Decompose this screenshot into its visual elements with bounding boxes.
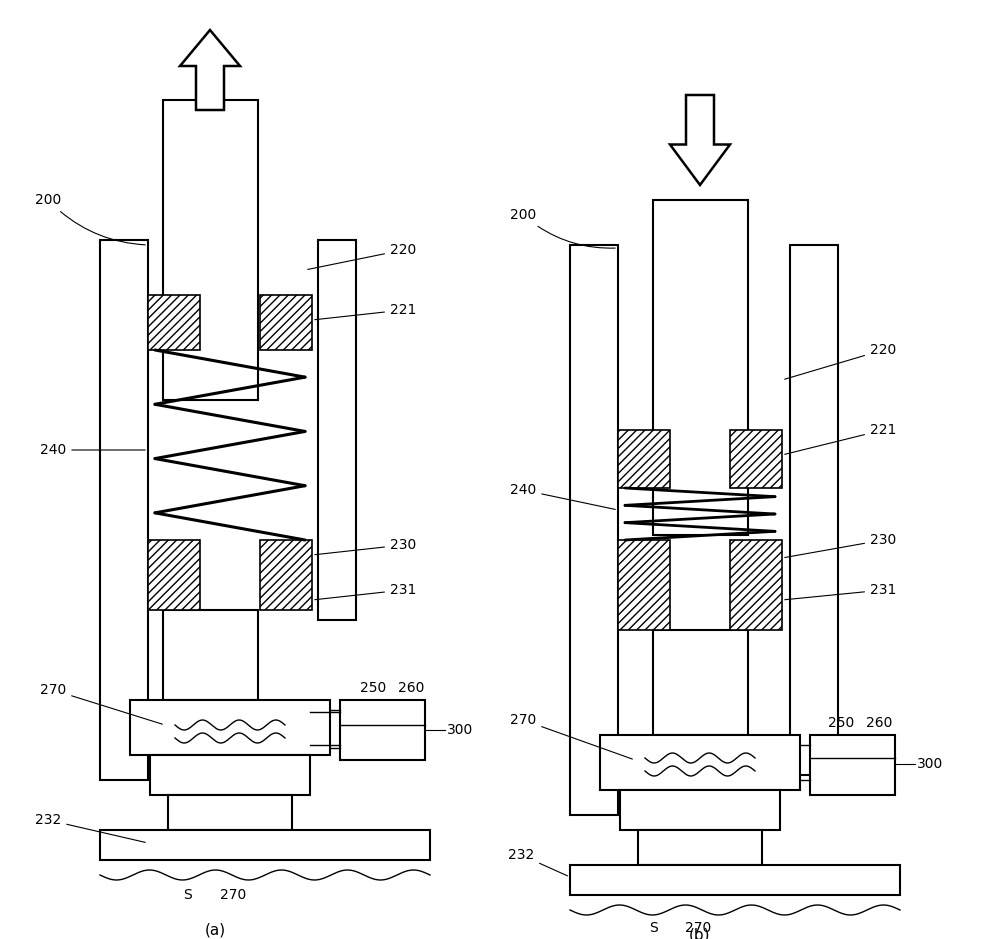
Bar (730, 430, 782, 488)
Bar (653, 630, 748, 735)
Text: S: S (650, 921, 658, 935)
Text: 220: 220 (785, 343, 896, 379)
Bar (600, 735, 800, 790)
Text: 300: 300 (447, 723, 473, 737)
Bar (620, 790, 780, 830)
Text: 240: 240 (510, 483, 615, 510)
Bar (148, 540, 200, 610)
Bar (163, 610, 258, 700)
Text: 270: 270 (40, 683, 162, 724)
Text: 260: 260 (866, 716, 892, 730)
Bar (150, 755, 310, 795)
Bar (730, 540, 782, 630)
Bar (653, 200, 748, 535)
Bar (340, 700, 425, 760)
Bar (618, 540, 670, 630)
Bar (260, 295, 312, 350)
Text: 250: 250 (360, 681, 386, 695)
Text: 231: 231 (785, 583, 896, 600)
Bar (100, 240, 148, 780)
Polygon shape (180, 30, 240, 110)
Bar (163, 100, 258, 400)
Text: 270: 270 (685, 921, 711, 935)
Bar (618, 430, 670, 488)
Text: 300: 300 (917, 757, 943, 771)
Bar (130, 700, 330, 755)
Text: (a): (a) (204, 922, 226, 937)
Text: 230: 230 (785, 533, 896, 558)
Text: (b): (b) (689, 928, 711, 939)
Bar (790, 245, 838, 775)
Bar (638, 830, 762, 865)
Text: 260: 260 (398, 681, 424, 695)
Text: 240: 240 (40, 443, 145, 457)
Bar (260, 540, 312, 610)
Text: 232: 232 (35, 813, 145, 842)
Polygon shape (670, 95, 730, 185)
Text: 230: 230 (315, 538, 416, 555)
Text: 231: 231 (315, 583, 416, 600)
Text: 250: 250 (828, 716, 854, 730)
Text: 221: 221 (315, 303, 416, 319)
Bar (148, 295, 200, 350)
Text: S: S (184, 888, 192, 902)
Bar (570, 245, 618, 815)
Bar (570, 865, 900, 895)
Text: 200: 200 (510, 208, 615, 248)
Text: 200: 200 (35, 193, 145, 245)
Bar (318, 240, 356, 620)
Text: 221: 221 (785, 423, 896, 454)
Text: 220: 220 (308, 243, 416, 269)
Bar (168, 795, 292, 830)
Text: 232: 232 (508, 848, 567, 876)
Bar (100, 830, 430, 860)
Text: 270: 270 (510, 713, 632, 759)
Bar (810, 735, 895, 795)
Text: 270: 270 (220, 888, 246, 902)
